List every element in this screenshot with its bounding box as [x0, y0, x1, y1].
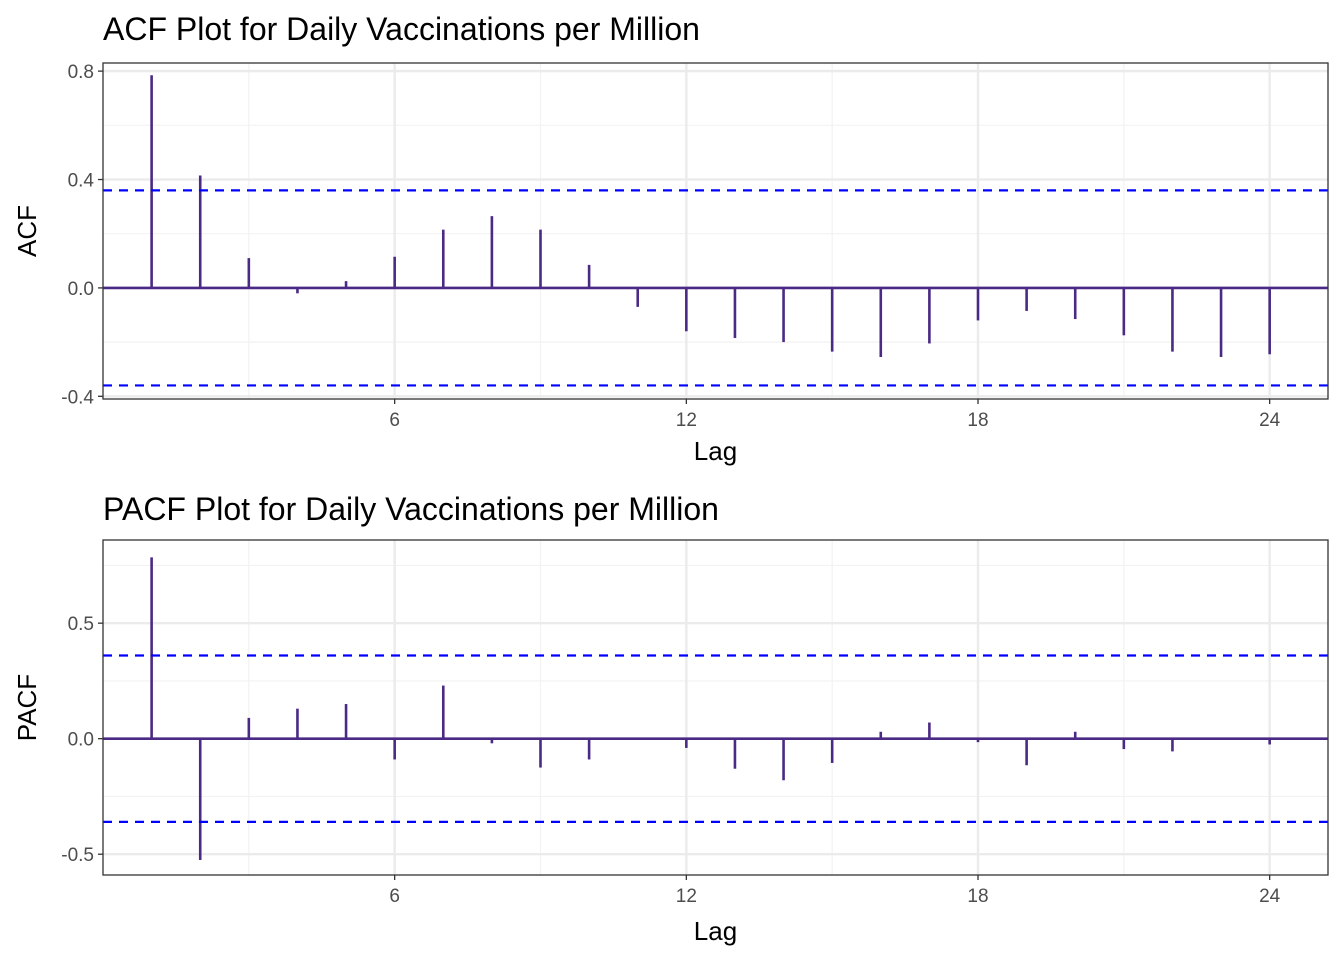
acf-x-axis-title: Lag: [694, 436, 737, 466]
acf-x-tick-label: 18: [967, 410, 988, 431]
acf-chart: -0.4 0.0 0.4 0.8 6 12 18 24 Lag ACF ACF Plot for D…: [12, 11, 1329, 466]
pacf-plot-background: [103, 540, 1328, 875]
pacf-x-tick-label: 12: [676, 886, 697, 907]
acf-y-tick-label: 0.0: [68, 279, 94, 300]
acf-y-tick-label: -0.4: [61, 387, 94, 408]
acf-x-tick-label: 12: [676, 410, 697, 431]
pacf-x-tick-label: 24: [1259, 886, 1281, 907]
acf-x-tick-label: 24: [1259, 410, 1281, 431]
acf-y-axis-title: ACF: [12, 205, 42, 257]
acf-x-tick-label: 6: [389, 410, 400, 431]
pacf-y-tick-label: 0.5: [68, 614, 94, 635]
acf-chart-title: ACF Plot for Daily Vaccinations per Mill…: [103, 11, 700, 47]
pacf-y-tick-label: -0.5: [61, 845, 94, 866]
pacf-y-axis-title: PACF: [12, 674, 42, 741]
pacf-chart-title: PACF Plot for Daily Vaccinations per Mil…: [103, 491, 719, 527]
acf-panel-border: [102, 62, 1329, 400]
pacf-x-axis-title: Lag: [694, 916, 737, 946]
acf-y-tick-label: 0.8: [68, 62, 94, 83]
acf-plot-background: [103, 63, 1328, 399]
pacf-x-tick-label: 6: [389, 886, 400, 907]
acf-y-tick-label: 0.4: [68, 171, 95, 192]
pacf-x-tick-label: 18: [967, 886, 988, 907]
pacf-y-tick-label: 0.0: [68, 730, 94, 751]
pacf-panel-border: [102, 539, 1329, 876]
pacf-chart: -0.5 0.0 0.5 6 12 18 24 Lag PACF PACF Plot for Da…: [12, 491, 1329, 946]
